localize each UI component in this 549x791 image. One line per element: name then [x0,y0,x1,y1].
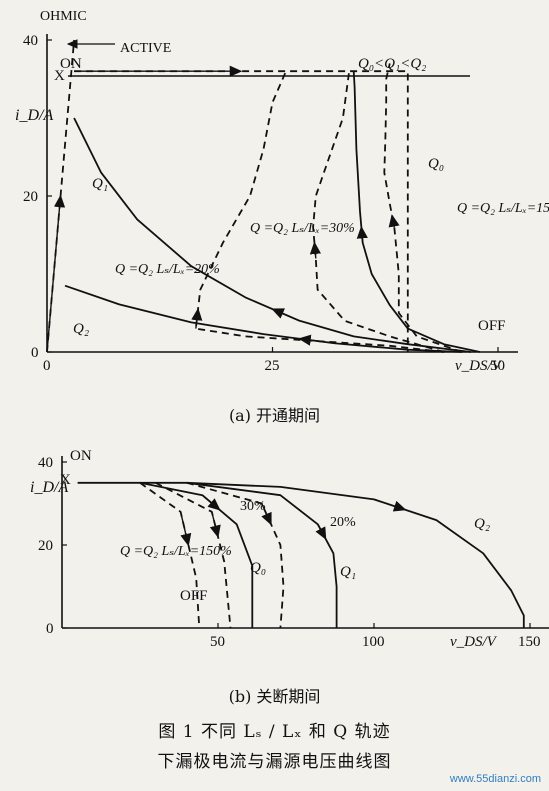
on-label: ON [60,56,82,72]
direction-arrow-1 [271,308,300,322]
off-label: OFF [478,318,506,334]
direction-arrow-5 [388,214,400,228]
x-axis-label: v_DS/V [450,634,498,650]
direction-arrow-3 [261,503,272,526]
label-20pct-b: 20% [330,515,356,530]
on-label-b: ON [70,448,92,464]
y-axis-label: i_D/A [15,107,53,124]
series-line-5 [139,482,201,629]
direction-arrow-5 [179,511,192,547]
y-tick-label: 40 [23,33,38,49]
curves-a [46,39,481,353]
series-line-2 [64,284,462,353]
y-tick-label: 0 [46,621,54,637]
x-axis-label: v_DS/V [455,358,503,374]
x-marker: X [54,68,65,84]
direction-arrow-7 [46,194,66,353]
label-30pct: Q =Q₂ Lₛ/Lₓ=30% [250,221,355,236]
series-line-3 [194,70,445,353]
direction-arrow-0 [356,225,368,243]
label-150pct-b: Q =Q₂ Lₛ/Lₓ=150% [120,544,232,559]
annotations-b: ON X OFF Q₀ Q₁ Q₂ 30% 20% Q =Q₂ Lₛ/Lₓ=150% [60,448,490,604]
x-tick-label: 25 [265,358,280,374]
ohmic-label: OHMIC [40,9,87,24]
label-30pct-b: 30% [240,499,266,514]
curves-b [77,481,525,629]
q0-label-b: Q₀ [250,560,266,576]
direction-arrow-2 [201,494,221,511]
direction-arrow-4 [309,241,321,259]
annotations-a: OHMIC ACTIVE ONX Q₀<Q₁<Q₂ Q₀ Q₁ Q₂ OFF Q =Q₂ Lₛ/… [40,9,549,337]
x-tick-label: 0 [43,358,51,374]
caption-line2: 下漏极电流与漏源电压曲线图 [157,752,392,772]
y-tick-label: 40 [38,455,53,471]
q1-label-b: Q₁ [340,564,356,580]
caption-line1: 图 1 不同 Lₛ / Lₓ 和 Q 轨迹 [158,722,391,742]
watermark: www.55dianzi.com [449,773,541,785]
direction-arrow-1 [315,523,327,541]
active-label: ACTIVE [120,41,171,56]
y-tick-label: 20 [23,189,38,205]
series-line-5 [383,63,463,353]
panel-label-b: (b) 关断期间 [228,687,321,706]
label-20pct: Q =Q₂ Lₛ/Lₓ=20% [115,262,220,277]
series-line-3 [186,481,285,629]
series-line-0 [77,481,525,628]
direction-arrow-4 [209,511,221,539]
x-marker-b: X [60,472,71,488]
chart-a: 0 25 50 40 20 0 i_D/A v_DS/V OHMIC ACTIVE ONX Q₀<Q… [15,9,549,374]
q0-label: Q₀ [428,156,444,172]
y-tick-label: 0 [31,345,39,361]
series-line-2 [139,481,254,628]
x-tick-label: 50 [490,358,505,374]
y-tick-label: 20 [38,538,53,554]
axes-a: 0 25 50 40 20 0 i_D/A v_DS/V [15,33,518,374]
x-tick-label: 50 [210,634,225,650]
panel-label-a: (a) 开通期间 [228,406,321,425]
off-label-b: OFF [180,588,208,604]
series-line-4 [312,71,445,353]
direction-arrow-0 [373,498,407,512]
q2-label-b: Q₂ [474,516,490,532]
series-line-1 [73,117,472,353]
q2-label: Q₂ [73,321,89,337]
chart-b: 50 100 150 40 20 0 i_D/A v_DS/V ON X OFF Q₀ Q₁ Q₂ 30%… [30,448,549,650]
axes-b: 50 100 150 40 20 0 i_D/A v_DS/V [30,455,549,650]
x-tick-label: 150 [518,634,541,650]
direction-arrow-3 [191,307,203,329]
y-axis-label: i_D/A [30,479,68,496]
q1-label: Q₁ [92,176,108,192]
x-tick-label: 100 [362,634,385,650]
label-150pct: Q =Q₂ Lₛ/Lₓ=150% [457,201,549,216]
q-order-label: Q₀<Q₁<Q₂ [358,56,426,72]
